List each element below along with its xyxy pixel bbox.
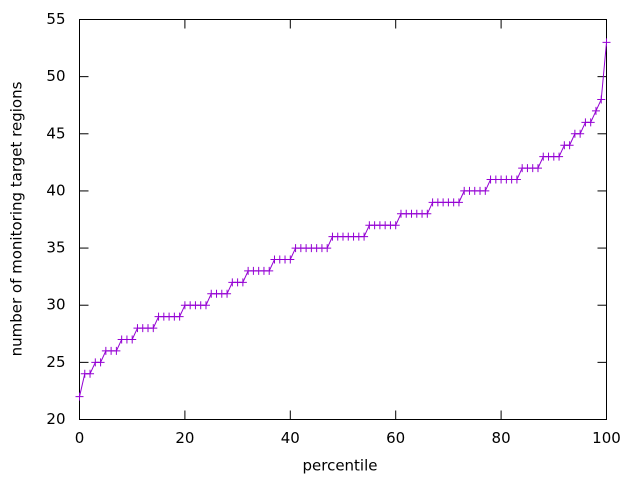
data-point [86, 369, 95, 378]
data-point [128, 335, 137, 344]
y-tick-label: 30 [46, 296, 65, 314]
y-tick-label: 20 [46, 410, 65, 428]
data-point [586, 118, 595, 127]
data-point [555, 152, 564, 161]
data-point [565, 141, 574, 150]
data-point [265, 266, 274, 275]
data-point [481, 186, 490, 195]
y-tick-label: 55 [46, 10, 65, 28]
data-point [112, 346, 121, 355]
y-axis-label: number of monitoring target regions [8, 81, 26, 356]
y-tick-label: 25 [46, 353, 65, 371]
data-point [238, 278, 247, 287]
data-point [512, 175, 521, 184]
data-point [533, 164, 542, 173]
x-tick-label: 20 [175, 429, 194, 447]
y-tick-label: 40 [46, 181, 65, 199]
x-tick-label: 80 [492, 429, 511, 447]
data-point [454, 198, 463, 207]
data-point [149, 324, 158, 333]
x-tick-label: 40 [281, 429, 300, 447]
x-tick-label: 100 [592, 429, 621, 447]
data-point [75, 392, 84, 401]
data-point [323, 244, 332, 253]
data-line [79, 42, 607, 397]
data-point [201, 301, 210, 310]
data-point [286, 255, 295, 264]
x-tick-label: 60 [386, 429, 405, 447]
data-point [597, 95, 606, 104]
plot-frame [79, 19, 607, 420]
x-axis-label: percentile [302, 457, 377, 475]
data-point [391, 221, 400, 230]
data-point [423, 209, 432, 218]
data-point [576, 129, 585, 138]
data-point [175, 312, 184, 321]
data-point [360, 232, 369, 241]
y-tick-label: 45 [46, 124, 65, 142]
data-point [96, 358, 105, 367]
y-tick-label: 35 [46, 239, 65, 257]
data-point [223, 289, 232, 298]
data-point [602, 38, 611, 47]
y-tick-label: 50 [46, 67, 65, 85]
data-point [591, 106, 600, 115]
x-tick-label: 0 [75, 429, 85, 447]
